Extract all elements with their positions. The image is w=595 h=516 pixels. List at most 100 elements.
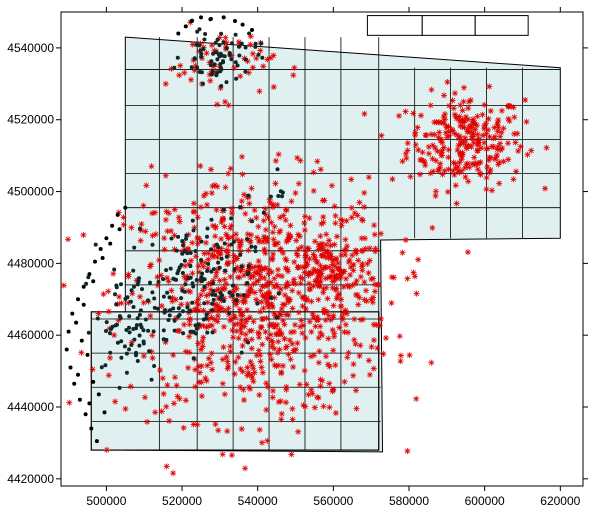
asterisk-stroke — [422, 162, 428, 168]
asterisk-point — [160, 390, 167, 397]
asterisk-stroke — [267, 293, 273, 299]
asterisk-point — [257, 323, 264, 330]
asterisk-stroke — [188, 258, 194, 264]
asterisk-stroke — [345, 330, 351, 335]
asterisk-point — [203, 239, 209, 246]
asterisk-stroke — [297, 158, 303, 164]
asterisk-point — [241, 191, 248, 198]
asterisk-point — [78, 349, 85, 356]
asterisk-point — [444, 79, 451, 85]
asterisk-stroke — [286, 299, 291, 305]
asterisk-stroke — [456, 142, 461, 148]
asterisk-point — [441, 167, 448, 174]
asterisk-stroke — [280, 318, 286, 324]
asterisk-stroke — [463, 161, 469, 167]
asterisk-stroke — [265, 215, 271, 221]
asterisk-stroke — [242, 299, 248, 305]
asterisk-stroke — [510, 104, 516, 110]
asterisk-stroke — [277, 215, 283, 220]
asterisk-point — [149, 332, 156, 339]
asterisk-stroke — [292, 322, 298, 328]
asterisk-stroke — [295, 253, 301, 259]
asterisk-stroke — [303, 259, 309, 265]
asterisk-stroke — [166, 278, 172, 284]
asterisk-stroke — [248, 372, 254, 378]
asterisk-point — [164, 382, 171, 389]
asterisk-stroke — [389, 176, 395, 182]
asterisk-point — [256, 330, 262, 337]
asterisk-stroke — [289, 341, 295, 347]
asterisk-point — [465, 178, 472, 185]
asterisk-point — [441, 92, 447, 99]
asterisk-point — [465, 105, 472, 112]
asterisk-stroke — [472, 126, 478, 132]
asterisk-stroke — [196, 269, 202, 275]
asterisk-point — [301, 367, 308, 374]
asterisk-point — [429, 155, 436, 162]
asterisk-stroke — [241, 272, 247, 278]
asterisk-point — [458, 156, 465, 163]
asterisk-stroke — [465, 127, 470, 133]
asterisk-stroke — [463, 138, 468, 144]
asterisk-point — [356, 199, 363, 206]
asterisk-point — [282, 345, 289, 351]
asterisk-stroke — [282, 322, 287, 327]
asterisk-stroke — [296, 181, 302, 187]
asterisk-stroke — [333, 410, 339, 416]
asterisk-point — [190, 421, 197, 428]
asterisk-point — [474, 131, 481, 138]
asterisk-point — [278, 306, 285, 312]
asterisk-stroke — [488, 167, 494, 173]
asterisk-point — [415, 256, 422, 263]
asterisk-stroke — [126, 271, 132, 277]
asterisk-point — [169, 298, 176, 305]
asterisk-stroke — [353, 387, 359, 393]
asterisk-point — [100, 291, 107, 298]
asterisk-stroke — [481, 126, 487, 132]
asterisk-stroke — [544, 145, 550, 151]
asterisk-stroke — [323, 231, 329, 237]
asterisk-stroke — [350, 373, 356, 379]
asterisk-stroke — [197, 163, 203, 169]
asterisk-point — [485, 115, 492, 122]
asterisk-point — [417, 171, 424, 178]
asterisk-point — [246, 200, 253, 207]
asterisk-stroke — [245, 293, 251, 299]
asterisk-point — [228, 452, 235, 459]
asterisk-stroke — [209, 350, 215, 356]
asterisk-point — [277, 398, 284, 405]
asterisk-stroke — [275, 350, 281, 356]
asterisk-stroke — [288, 329, 294, 335]
asterisk-point — [242, 210, 249, 217]
asterisk-point — [457, 102, 464, 109]
asterisk-stroke — [362, 297, 367, 303]
asterisk-point — [489, 187, 495, 194]
asterisk-stroke — [276, 151, 282, 157]
asterisk-point — [361, 189, 368, 196]
asterisk-stroke — [254, 352, 260, 358]
asterisk-point — [528, 147, 535, 154]
asterisk-stroke — [240, 369, 246, 375]
asterisk-stroke — [293, 238, 299, 243]
asterisk-point — [194, 240, 201, 247]
asterisk-stroke — [225, 359, 231, 365]
asterisk-point — [186, 333, 193, 340]
asterisk-point — [486, 83, 493, 90]
asterisk-stroke — [143, 183, 149, 188]
asterisk-point — [172, 374, 178, 381]
asterisk-stroke — [499, 129, 504, 135]
asterisk-point — [258, 315, 265, 322]
asterisk-point — [499, 145, 506, 152]
asterisk-stroke — [326, 313, 332, 319]
asterisk-stroke — [80, 232, 86, 238]
asterisk-stroke — [174, 383, 180, 388]
asterisk-stroke — [475, 142, 481, 148]
asterisk-stroke — [229, 206, 235, 212]
asterisk-point — [245, 247, 252, 254]
asterisk-point — [186, 321, 193, 328]
asterisk-point — [418, 112, 424, 119]
asterisk-stroke — [330, 347, 336, 353]
asterisk-point — [522, 97, 529, 103]
asterisk-point — [263, 380, 270, 387]
asterisk-point — [380, 350, 387, 357]
